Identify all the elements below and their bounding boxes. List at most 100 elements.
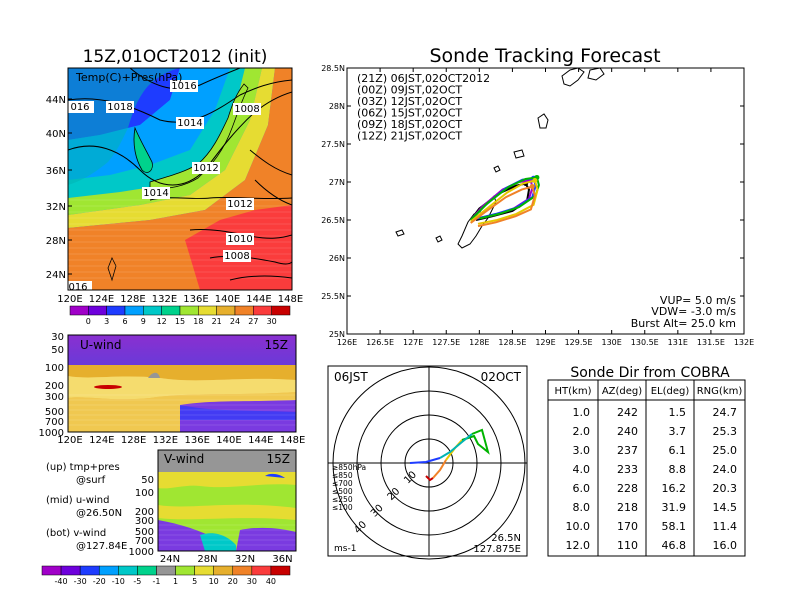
polar-level-label: ≤850 <box>332 471 353 480</box>
table-cell: 46.8 <box>662 539 687 552</box>
uwind-x-tick-label: 140E <box>216 435 241 446</box>
polar-ring-20 <box>380 414 478 512</box>
uwind-band-1 <box>68 365 296 381</box>
track-lines <box>469 174 540 228</box>
track-series <box>470 185 536 228</box>
uwind-y-tick-label: 200 <box>45 381 64 392</box>
colorbar-tick-label: 27 <box>248 317 258 326</box>
colorbar-swatch <box>216 305 236 316</box>
table-cell: 31.9 <box>662 501 687 514</box>
wind-colorbar-tick-label: -1 <box>152 577 160 586</box>
forecast-title: Sonde Tracking Forecast <box>429 45 660 67</box>
forecast-legend-entry: (21Z) 06JST,02OCT2012 <box>357 72 490 85</box>
forecast-lon-tick-label: 131E <box>668 338 688 347</box>
uwind-panel <box>68 335 296 432</box>
vwind-label: V-wind <box>164 452 204 466</box>
table-cell: 170 <box>617 520 638 533</box>
polar-level-label: ≤700 <box>332 479 353 488</box>
wind-colorbar-swatch <box>213 565 234 576</box>
table-cell: 25.0 <box>713 444 738 457</box>
isobar-label-bg <box>226 198 254 210</box>
wind-colorbar-tick-label: 1 <box>173 577 178 586</box>
table-cell: 1.5 <box>669 406 687 419</box>
vwind-y-tick-label: 500 <box>135 527 154 538</box>
table-cell: 6.0 <box>573 482 591 495</box>
colorbar-tick-label: 0 <box>86 317 91 326</box>
uwind-band-2 <box>68 376 296 400</box>
forecast-lon-tick-label: 128E <box>469 338 489 347</box>
note-up-1: (up) tmp+pres <box>46 462 120 473</box>
uwind-weak-zone <box>148 372 160 378</box>
colorbar-swatch <box>161 305 181 316</box>
colorbar-swatch <box>124 305 144 316</box>
forecast-lat-tick-label: 27.5N <box>321 140 345 149</box>
forecast-lon-tick-label: 130E <box>602 338 622 347</box>
vwind-time: 15Z <box>267 452 291 466</box>
uwind-frame <box>67 334 297 433</box>
colorbar-swatch <box>198 305 217 316</box>
table-cell: 12.0 <box>566 539 591 552</box>
kumejima <box>395 229 405 237</box>
map-lon-tick-label: 132E <box>152 294 177 305</box>
vwind-band-1 <box>158 472 296 489</box>
uwind-x-tick-label: 144E <box>248 435 273 446</box>
vwind-cyan <box>200 533 236 551</box>
colorbar-swatch <box>179 305 199 316</box>
table-cell: 8.8 <box>669 463 687 476</box>
wind-colorbar-tick-label: 10 <box>209 577 219 586</box>
vwind-y-tick-label: 200 <box>135 507 154 518</box>
wind-colorbar-swatch <box>194 565 214 576</box>
forecast-lat-tick-label: 25.5N <box>321 292 345 301</box>
forecast-lat-tick-label: 25N <box>329 330 345 339</box>
wind-colorbar-swatch <box>270 565 291 576</box>
polar-level-label: ≥850hPa <box>332 463 366 472</box>
temperature-map: 1016 016 1018 1014 1008 1012 1014 1012 1010 1008 0… <box>68 68 292 290</box>
map-lat-tick-label: 44N <box>46 95 66 106</box>
vwind-x-tick-label: 36N <box>272 554 292 565</box>
colorbar-tick-label: 12 <box>157 317 167 326</box>
track-series <box>469 176 540 221</box>
isobar-label: 1014 <box>143 188 168 199</box>
wind-colorbar-swatch <box>41 565 62 576</box>
isobar-label-bg <box>176 117 204 129</box>
table-cell: 110 <box>617 539 638 552</box>
map-title: 15Z,01OCT2012 (init) <box>83 47 268 67</box>
polar-level-legend: ≥850hPa≤850≤700≤500≤250≤100 <box>332 463 366 512</box>
temperature-colorbar: 0 3 6 9 12 15 18 21 24 27 30 <box>69 305 291 326</box>
forecast-lon-tick-label: 129E <box>535 338 555 347</box>
table-cell: 240 <box>617 425 638 438</box>
wind-colorbar: -40 -30 -20 -10 -5 -1 1 5 10 20 30 40 <box>41 565 291 586</box>
map-lon-tick-label: 148E <box>278 294 303 305</box>
uwind-y-tick-label: 30 <box>51 332 64 343</box>
polar-top-left: 06JST <box>334 370 368 384</box>
isobar-label: 1010 <box>227 234 252 245</box>
table-cell: 3.7 <box>669 425 687 438</box>
wind-colorbar-tick-label: 5 <box>192 577 197 586</box>
isobar-label: 016 <box>70 102 89 113</box>
polar-ring-40 <box>332 366 526 560</box>
forecast-lat-tick-label: 26.5N <box>321 216 345 225</box>
isobar-label-bg <box>192 162 220 174</box>
map-hatch <box>68 199 292 279</box>
colorbar-tick-label: 18 <box>193 317 203 326</box>
okinoerabu <box>513 149 525 159</box>
table-header-cell: EL(deg) <box>651 386 690 397</box>
table-cell: 16.2 <box>662 482 687 495</box>
map-lon-tick-label: 144E <box>246 294 271 305</box>
uwind-x-tick-label: 132E <box>153 435 178 446</box>
table-cell: 228 <box>617 482 638 495</box>
hodograph-surface <box>425 475 434 482</box>
uwind-y-tick-label: 1000 <box>39 428 64 439</box>
table-cell: 11.4 <box>713 520 738 533</box>
colorbar-tick-label: 15 <box>175 317 185 326</box>
table-cell: 25.3 <box>713 425 738 438</box>
colorbar-swatch <box>253 305 272 316</box>
table-cell: 16.0 <box>713 539 738 552</box>
forecast-legend-entry: (00Z) 09JST,02OCT <box>357 84 462 97</box>
forecast-lon-tick-label: 132E <box>734 338 754 347</box>
isobar-label: 1018 <box>107 102 132 113</box>
forecast-map <box>395 68 605 249</box>
